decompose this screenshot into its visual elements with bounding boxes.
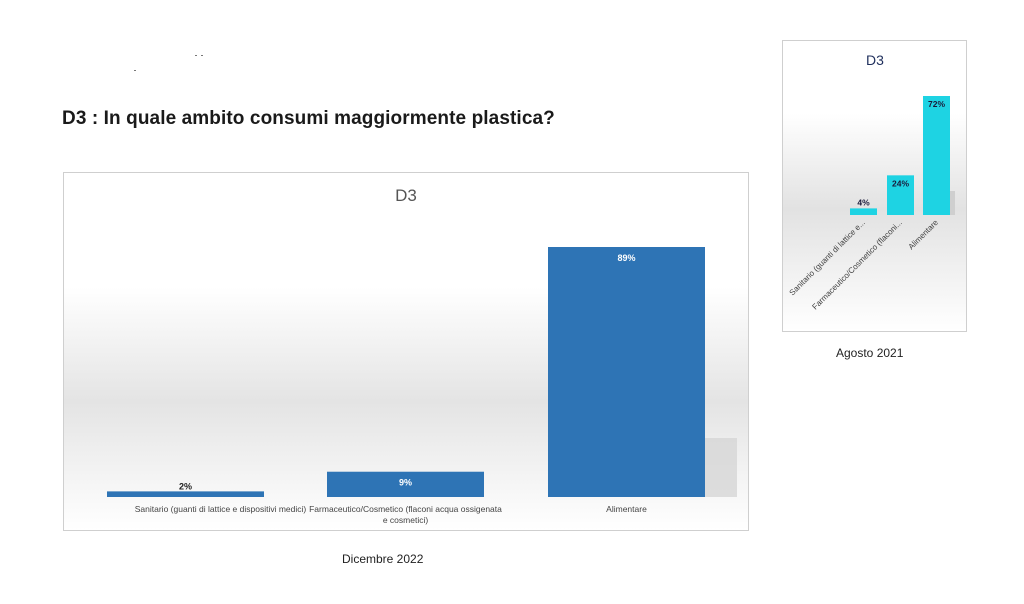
bar-shadow xyxy=(950,191,955,215)
bar xyxy=(548,247,705,497)
side-chart: D3 4% 24% 72% Sanitario (guanti di lattice e… xyxy=(788,52,955,311)
data-label: 4% xyxy=(857,197,870,207)
category-label: Sanitario (guanti di lattice e... xyxy=(788,218,867,297)
artifact-dot xyxy=(134,70,136,71)
data-label: 9% xyxy=(399,478,412,488)
category-label: Alimentare xyxy=(606,504,647,514)
data-label: 24% xyxy=(892,178,909,188)
category-label: Alimentare xyxy=(907,218,941,252)
main-chart-panel: D3 2% 9% 89% Sanitario (guanti di lattice e … xyxy=(63,172,749,531)
page-heading: D3 : In quale ambito consumi maggiorment… xyxy=(62,108,555,129)
bar xyxy=(327,471,484,497)
category-label: e cosmetici) xyxy=(383,515,429,525)
bar-shadow xyxy=(705,438,737,497)
bar xyxy=(887,175,914,215)
bar xyxy=(850,208,877,215)
category-label: Farmaceutico/Cosmetico (flaconi acqua os… xyxy=(309,504,502,514)
main-chart-caption: Dicembre 2022 xyxy=(342,552,424,566)
chart-title: D3 xyxy=(866,52,884,68)
bar xyxy=(107,491,264,497)
data-label: 89% xyxy=(617,253,635,263)
bar xyxy=(923,96,950,215)
data-label: 72% xyxy=(928,99,945,109)
artifact-dot xyxy=(201,55,203,56)
main-chart: D3 2% 9% 89% Sanitario (guanti di lattice e … xyxy=(107,186,737,525)
data-label: 2% xyxy=(179,481,192,491)
category-label: Sanitario (guanti di lattice e dispositi… xyxy=(135,504,307,514)
chart-title: D3 xyxy=(395,186,417,205)
side-chart-panel: D3 4% 24% 72% Sanitario (guanti di lattice e… xyxy=(782,40,967,332)
side-chart-caption: Agosto 2021 xyxy=(836,346,904,360)
artifact-dot xyxy=(195,55,197,56)
